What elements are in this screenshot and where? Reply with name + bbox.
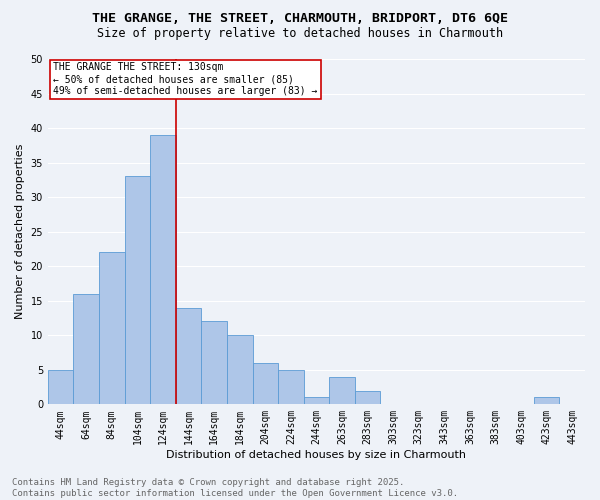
Bar — [227, 336, 253, 404]
Bar — [99, 252, 125, 404]
Bar — [73, 294, 99, 405]
Text: Contains HM Land Registry data © Crown copyright and database right 2025.
Contai: Contains HM Land Registry data © Crown c… — [12, 478, 458, 498]
Text: THE GRANGE, THE STREET, CHARMOUTH, BRIDPORT, DT6 6QE: THE GRANGE, THE STREET, CHARMOUTH, BRIDP… — [92, 12, 508, 26]
Bar — [329, 376, 355, 404]
Bar — [202, 322, 227, 404]
Bar — [125, 176, 150, 404]
Text: Size of property relative to detached houses in Charmouth: Size of property relative to detached ho… — [97, 28, 503, 40]
Y-axis label: Number of detached properties: Number of detached properties — [15, 144, 25, 320]
X-axis label: Distribution of detached houses by size in Charmouth: Distribution of detached houses by size … — [166, 450, 466, 460]
Bar — [355, 390, 380, 404]
Text: THE GRANGE THE STREET: 130sqm
← 50% of detached houses are smaller (85)
49% of s: THE GRANGE THE STREET: 130sqm ← 50% of d… — [53, 62, 317, 96]
Bar — [48, 370, 73, 404]
Bar — [253, 363, 278, 405]
Bar — [534, 398, 559, 404]
Bar — [304, 398, 329, 404]
Bar — [176, 308, 202, 404]
Bar — [278, 370, 304, 404]
Bar — [150, 135, 176, 404]
